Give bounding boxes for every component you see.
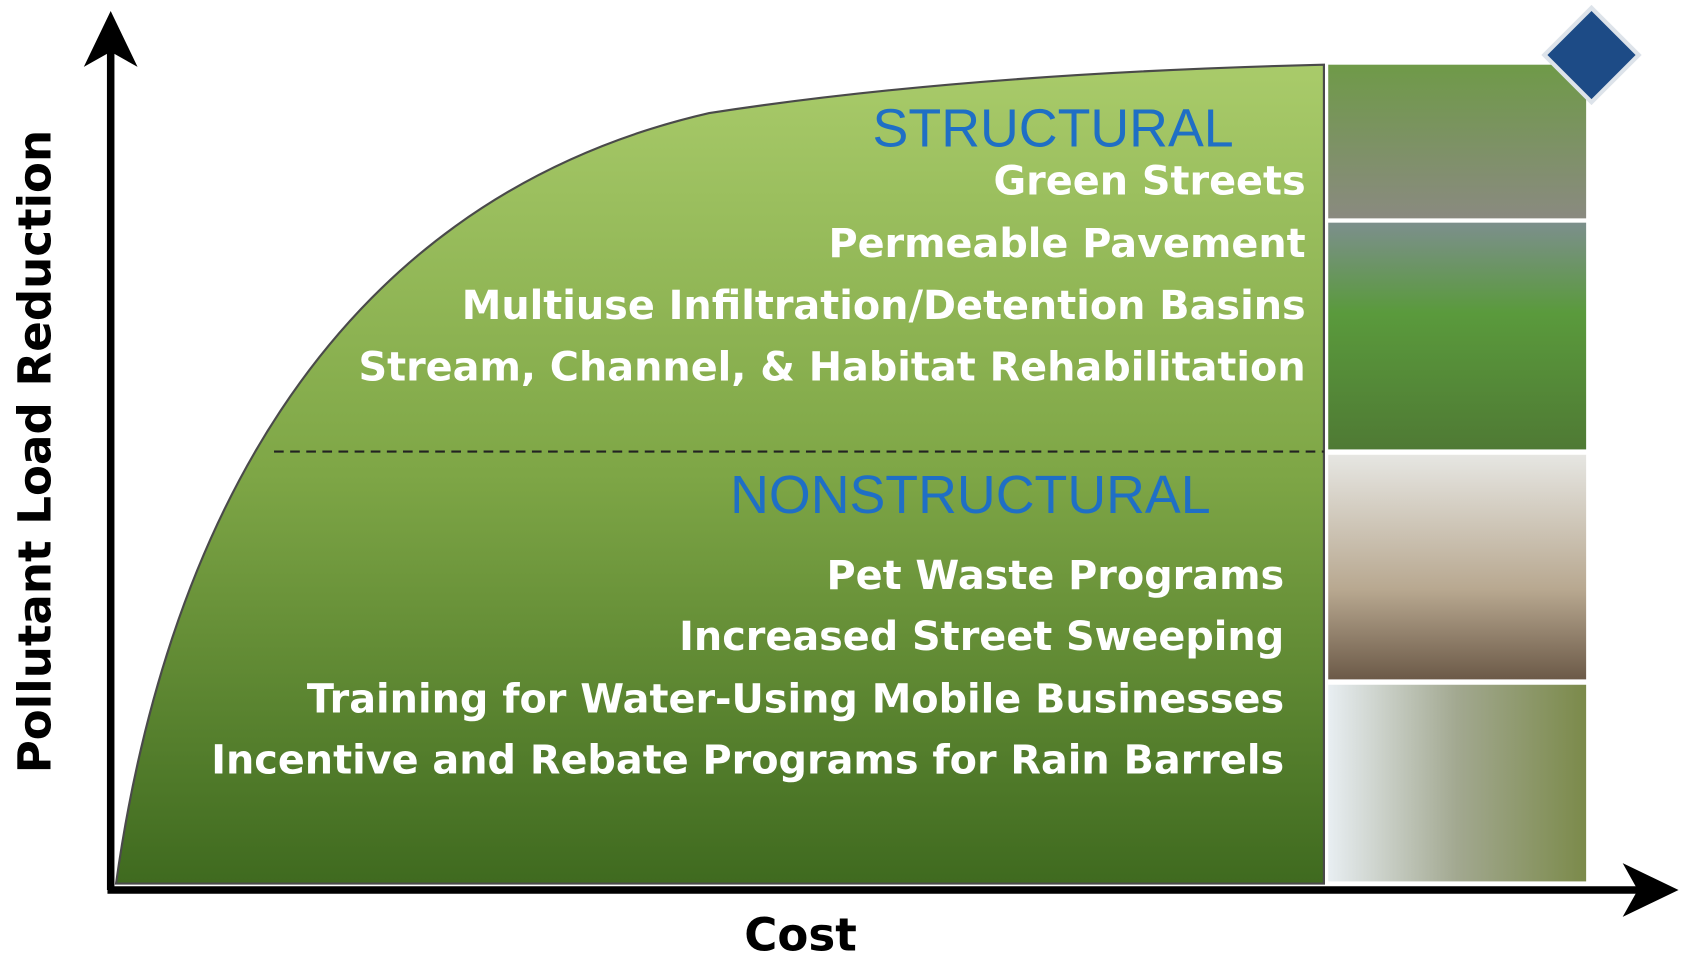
y-arrow bbox=[83, 10, 138, 67]
photo bbox=[1328, 222, 1587, 450]
photo bbox=[1328, 684, 1587, 882]
item: Incentive and Rebate Programs for Rain B… bbox=[211, 738, 1284, 784]
item: Increased Street Sweeping bbox=[679, 614, 1284, 660]
item: Pet Waste Programs bbox=[827, 553, 1285, 599]
item: Training for Water-Using Mobile Business… bbox=[307, 676, 1284, 722]
section-title: NONSTRUCTURAL bbox=[730, 465, 1211, 525]
item: Multiuse Infiltration/Detention Basins bbox=[462, 283, 1306, 329]
item: Green Streets bbox=[994, 158, 1306, 204]
photo bbox=[1328, 454, 1587, 680]
item: Stream, Channel, & Habitat Rehabilitatio… bbox=[358, 344, 1305, 390]
x-axis-label: Cost bbox=[744, 908, 857, 959]
photo bbox=[1328, 64, 1587, 219]
x-arrow bbox=[1622, 863, 1679, 917]
section-title: STRUCTURAL bbox=[873, 99, 1234, 159]
curve-area bbox=[114, 63, 1326, 885]
diamond bbox=[1541, 4, 1642, 106]
item: Permeable Pavement bbox=[828, 221, 1305, 267]
y-axis-label: Pollutant Load Reduction bbox=[9, 130, 62, 773]
